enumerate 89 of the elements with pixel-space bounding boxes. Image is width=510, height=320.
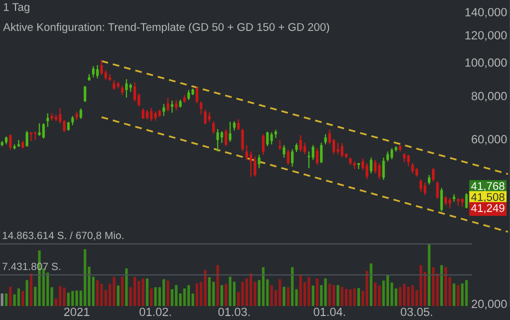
- candlestick: [154, 111, 157, 122]
- annotation: 41,768: [471, 182, 504, 192]
- annotation: 41,508: [471, 193, 504, 202]
- candlestick: [150, 107, 153, 122]
- candlestick: [212, 120, 215, 134]
- candlestick: [121, 85, 124, 96]
- candlestick: [286, 148, 290, 166]
- x-tick-label: 01.02.: [140, 308, 171, 316]
- candlestick: [428, 174, 430, 186]
- candlestick: [336, 142, 340, 155]
- candlestick: [241, 128, 244, 152]
- candlestick: [200, 101, 202, 115]
- candlestick: [448, 197, 452, 209]
- candlestick: [312, 144, 314, 160]
- candlestick: [258, 154, 260, 169]
- candlestick: [444, 196, 448, 206]
- candlestick: [71, 116, 74, 126]
- annotation: 41,249: [471, 204, 504, 214]
- candlestick: [278, 139, 282, 150]
- y-tick-label: 60,000: [472, 135, 507, 145]
- candlestick: [96, 64, 99, 79]
- candlestick: [254, 156, 256, 178]
- candlestick: [303, 142, 306, 155]
- x-tick-label: 01.03.: [218, 308, 250, 316]
- y-tick-label: 140,000: [465, 8, 507, 18]
- candlestick: [216, 128, 219, 152]
- candlestick: [390, 148, 394, 160]
- candlestick: [266, 131, 269, 147]
- candlestick: [402, 152, 406, 163]
- candlestick: [370, 157, 372, 174]
- x-tick-label: 01.04.: [314, 308, 345, 316]
- candlestick: [84, 85, 86, 103]
- candlestick: [411, 162, 414, 174]
- candlestick: [125, 78, 128, 98]
- candlestick: [38, 122, 41, 136]
- candlestick: [237, 118, 240, 131]
- x-tick-label: 2021: [64, 308, 90, 316]
- candlestick: [26, 130, 28, 148]
- ref-line-label: 14.863.614 S. / 670,8 Mio.: [2, 231, 124, 240]
- candlestick: [316, 148, 318, 166]
- y-tick-label: 120,000: [465, 31, 507, 41]
- candlestick: [9, 134, 12, 150]
- text: Aktive Konfiguration: Trend-Template (GD 50 + GD 150 + GD 200): [3, 22, 330, 34]
- candlestick: [440, 187, 443, 212]
- candlestick: [220, 130, 224, 144]
- candlestick: [142, 108, 144, 120]
- x-tick-label: 03.05.: [400, 308, 432, 316]
- candlestick: [166, 97, 170, 112]
- candlestick: [324, 134, 327, 145]
- candlestick: [162, 103, 166, 116]
- candlestick: [465, 192, 468, 209]
- candlestick: [228, 121, 232, 142]
- candlestick: [299, 134, 302, 153]
- candlestick: [187, 89, 190, 101]
- candlestick: [282, 144, 286, 158]
- candlestick: [378, 162, 381, 180]
- candlestick: [420, 178, 422, 192]
- candlestick: [80, 108, 82, 120]
- candlestick: [204, 109, 207, 125]
- chart-title: 1 Tag: [4, 3, 30, 14]
- candlestick: [245, 144, 248, 160]
- candlestick: [432, 168, 435, 182]
- y-tick-label: 100,000: [465, 58, 507, 68]
- candlestick: [374, 159, 377, 174]
- y-tick-label: 80,000: [472, 92, 507, 102]
- candlestick: [100, 59, 103, 76]
- candlestick: [146, 109, 148, 120]
- y-tick-label: 20,000: [472, 300, 507, 310]
- candlestick: [291, 148, 294, 168]
- candlestick: [436, 180, 439, 200]
- candlestick: [340, 142, 344, 158]
- candlestick: [386, 150, 389, 162]
- candlestick: [366, 162, 368, 180]
- candlestick: [232, 120, 236, 132]
- candlestick: [407, 154, 410, 167]
- candlestick: [92, 66, 95, 78]
- candlestick: [208, 112, 211, 122]
- candlestick: [270, 132, 273, 145]
- candlestick: [42, 122, 45, 140]
- candlestick: [320, 142, 323, 164]
- candlestick: [133, 82, 136, 102]
- candlestick: [262, 134, 265, 156]
- candlestick: [224, 128, 228, 147]
- candlestick: [424, 182, 426, 196]
- candlestick: [112, 79, 116, 91]
- candlestick: [174, 99, 178, 111]
- candlestick: [250, 150, 252, 178]
- candlestick: [382, 157, 385, 180]
- candlestick: [196, 86, 198, 104]
